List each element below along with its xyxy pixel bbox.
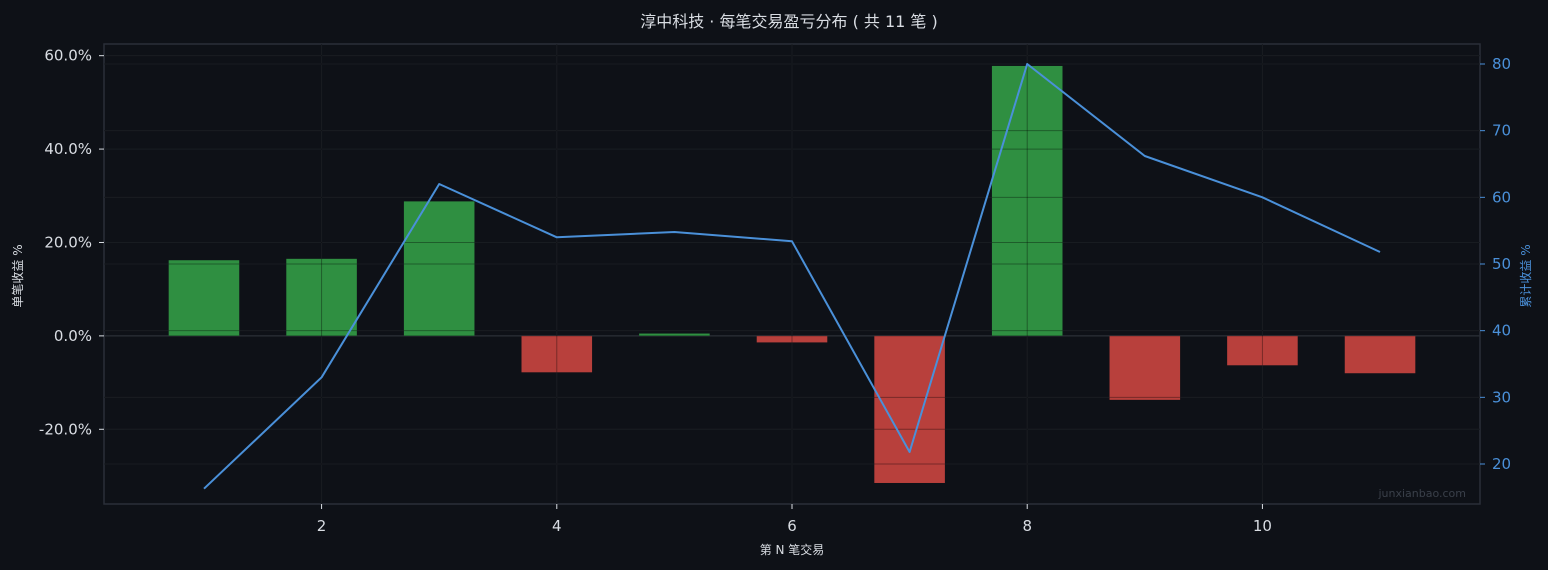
profit-bar	[286, 258, 357, 336]
y2-tick-label: 80	[1492, 55, 1511, 73]
x-tick-label: 8	[1022, 517, 1032, 535]
profit-bar	[403, 201, 475, 336]
y2-tick-label: 40	[1492, 322, 1511, 340]
y-axis-title: 单笔收益 %	[10, 244, 25, 307]
profit-bar	[639, 333, 710, 336]
cumulative-return-line	[203, 63, 1381, 490]
y-tick-label: 60.0%	[44, 47, 92, 65]
loss-bar	[756, 335, 828, 343]
y-tick-label: 0.0%	[54, 327, 92, 345]
y-tick-label: 40.0%	[44, 140, 92, 158]
profit-bar	[991, 65, 1063, 336]
y2-tick-label: 60	[1492, 188, 1511, 206]
y2-tick-label: 20	[1492, 455, 1511, 473]
profit-bar	[168, 260, 240, 336]
y-tick-label: -20.0%	[39, 420, 92, 438]
loss-bar	[1344, 335, 1416, 374]
plot-area: -20.0% 0.0% 20.0% 40.0% 60.0% 20 30 40 50 60 70 80 2…	[39, 43, 1511, 535]
loss-bar	[1227, 335, 1298, 366]
loss-bar	[521, 335, 593, 373]
x-tick-label: 10	[1253, 517, 1272, 535]
y2-tick-label: 30	[1492, 388, 1511, 406]
loss-bar	[1109, 335, 1181, 400]
x-tick-label: 4	[552, 517, 562, 535]
x-tick-label: 2	[317, 517, 327, 535]
x-tick-label: 6	[787, 517, 797, 535]
x-axis-title: 第 N 笔交易	[760, 542, 825, 557]
y2-axis-title: 累计收益 %	[1519, 244, 1533, 307]
y-tick-label: 20.0%	[44, 233, 92, 251]
y2-tick-label: 70	[1492, 122, 1511, 140]
y2-tick-label: 50	[1492, 255, 1511, 273]
watermark: junxianbao.com	[1377, 487, 1466, 500]
chart-title: 淳中科技 · 每笔交易盈亏分布 ( 共 11 笔 )	[640, 12, 938, 31]
